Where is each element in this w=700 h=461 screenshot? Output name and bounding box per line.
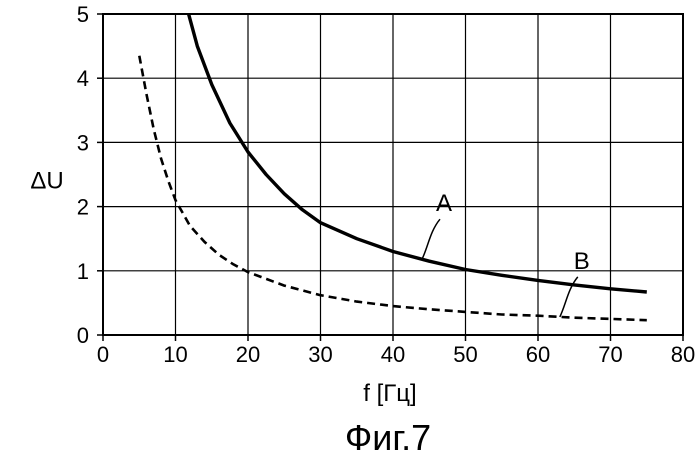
figure-caption: Фиг.7: [345, 417, 431, 458]
annotations: AB: [422, 190, 590, 317]
annotation-a-leader: [422, 219, 440, 259]
x-tick-label: 50: [453, 342, 477, 367]
x-tick-label: 60: [526, 342, 550, 367]
y-axis-label: ΔU: [30, 167, 63, 194]
y-tick-label: 0: [77, 323, 89, 348]
x-tick-label: 70: [598, 342, 622, 367]
x-tick-label: 80: [671, 342, 695, 367]
annotation-a-label: A: [436, 190, 452, 217]
y-tick-label: 3: [77, 130, 89, 155]
y-tick-label: 2: [77, 195, 89, 220]
ticks: [97, 14, 683, 341]
y-tick-label: 4: [77, 66, 89, 91]
x-tick-label: 0: [97, 342, 109, 367]
x-tick-label: 10: [163, 342, 187, 367]
x-tick-label: 40: [381, 342, 405, 367]
x-tick-label: 20: [236, 342, 260, 367]
x-tick-label: 30: [308, 342, 332, 367]
x-axis-label: f [Гц]: [363, 380, 416, 407]
y-tick-label: 5: [77, 2, 89, 27]
y-tick-label: 1: [77, 259, 89, 284]
annotation-b-label: B: [574, 248, 590, 275]
